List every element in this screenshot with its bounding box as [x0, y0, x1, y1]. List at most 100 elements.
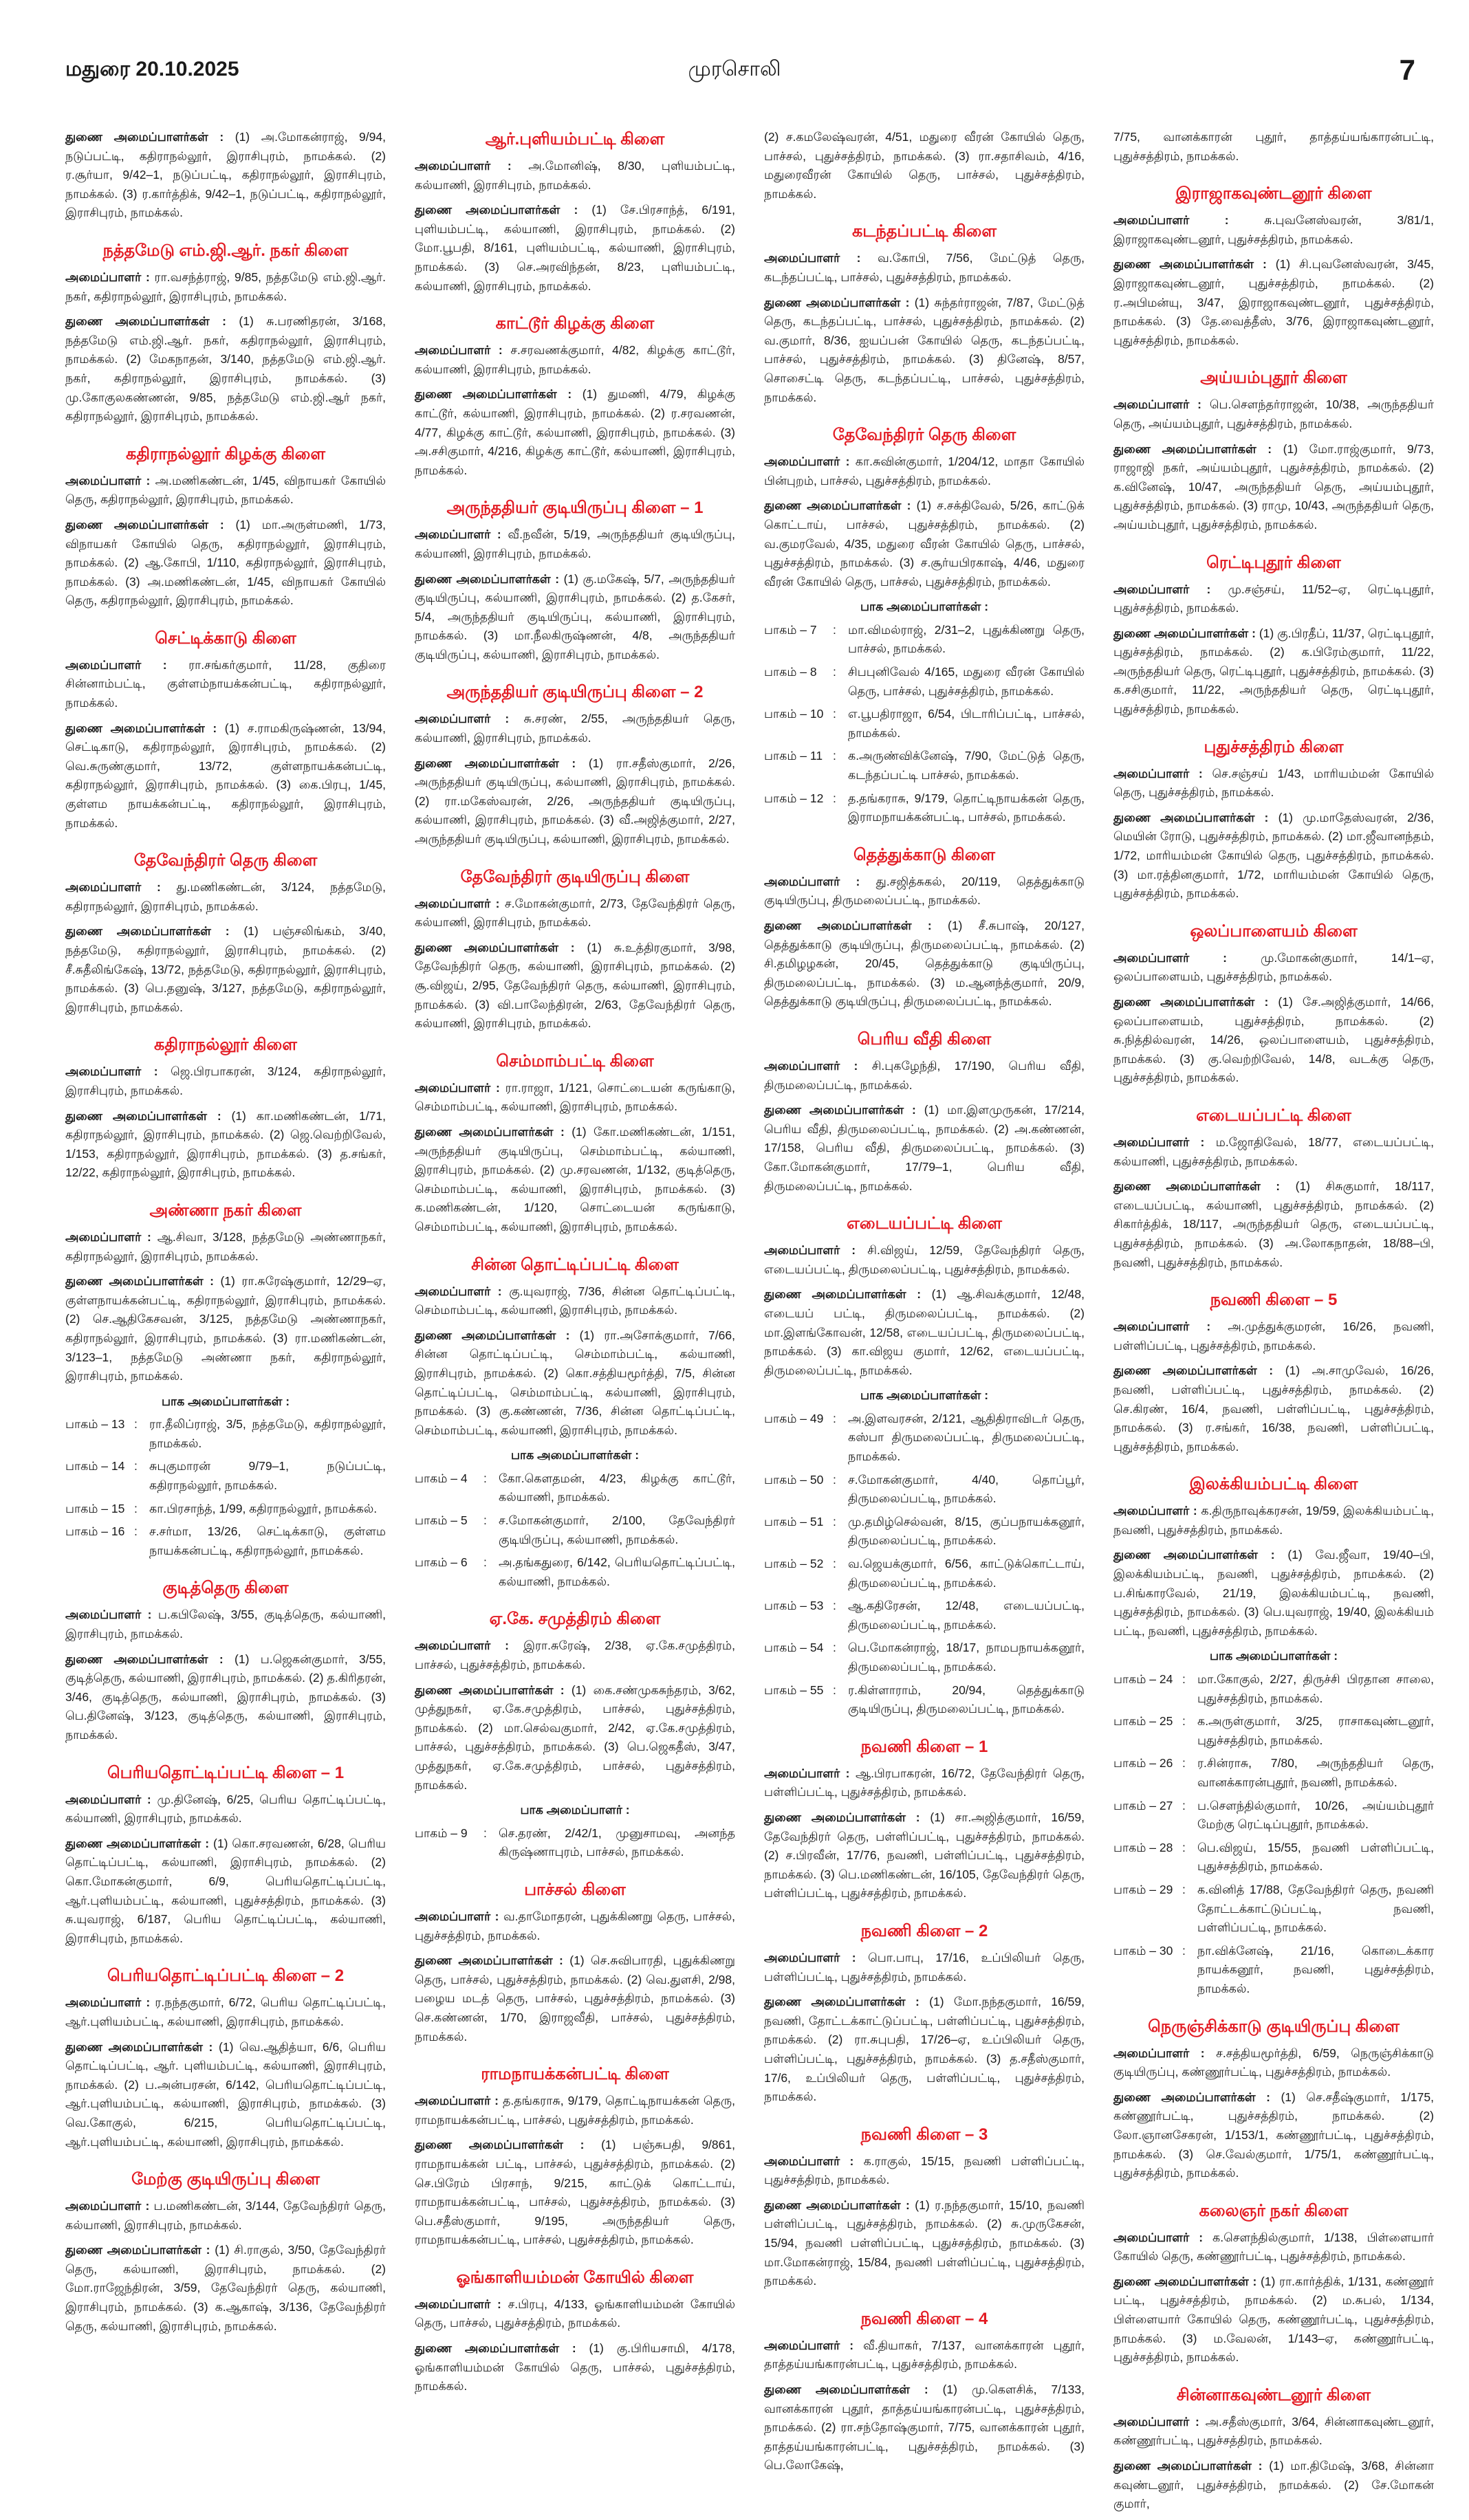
ward-number: பாகம் – 4	[415, 1471, 468, 1485]
ward-row: பாகம் – 13: ரா.தீலிப்ராஜ், 3/5, நத்தமேடு,…	[65, 1415, 386, 1453]
member-details: (1) சீ.சுபாஷ், 20/127, தெத்துக்காடு குடி…	[764, 919, 1085, 1009]
ward-number: பாகம் – 50	[764, 1472, 824, 1487]
member-entry: அமைப்பாளர் : ச.சத்தியமூர்த்தி, 6/59, நெர…	[1113, 2044, 1434, 2082]
role-label: துணை அமைப்பாளர்கள் :	[65, 1108, 221, 1123]
ward-organiser: ப.சௌந்தில்குமார், 10/26, அய்யம்புதூர் மே…	[1197, 1798, 1434, 1832]
ward-organiser: சுபுகுமாரன் 9/79–1, நடுப்பட்டி, கதிராநல்…	[149, 1459, 386, 1493]
branch-heading: எடையப்பட்டி கிளை	[1196, 1106, 1351, 1125]
role-label: அமைப்பாளர் :	[1113, 2230, 1204, 2244]
member-entry: அமைப்பாளர் : மு.சஞ்சய், 11/52–ஏ, ரெட்டிப…	[1113, 580, 1434, 618]
member-entry: துணை அமைப்பாளர்கள் : (1) மா.இளமுருகன், 1…	[764, 1101, 1085, 1196]
branch-heading: இலக்கியம்பட்டி கிளை	[1189, 1475, 1358, 1494]
member-entry: அமைப்பாளர் : கு.யுவராஜ், 7/36, சின்ன தொட…	[415, 1282, 735, 1320]
branch-heading: மேற்கு குடியிருப்பு கிளை	[131, 2170, 320, 2189]
separator: :	[833, 1411, 836, 1425]
member-entry: அமைப்பாளர் : ம.ஜோதிவேல், 18/77, எடையப்பட…	[1113, 1133, 1434, 1171]
role-label: துணை அமைப்பாளர்கள் :	[764, 1103, 916, 1117]
member-entry: அமைப்பாளர் : இரா.சுரேஷ், 2/38, ஏ.கே.சமுத…	[415, 1636, 735, 1674]
member-entry: துணை அமைப்பாளர்கள் : (1) மு.மாதேஸ்வரன், …	[1113, 809, 1434, 903]
branch-heading: அருந்ததியர் குடியிருப்பு கிளை – 1	[446, 498, 704, 518]
role-label: துணை அமைப்பாளர்கள் :	[764, 1810, 920, 1824]
role-label: துணை அமைப்பாளர்கள் :	[1113, 1363, 1274, 1378]
ward-organiser: நா.விக்னேஷ், 21/16, கொடைக்கார நாயக்கனூர்…	[1197, 1943, 1434, 1995]
member-details: சு.புவனேஸ்வரன், 3/81/1, இராஜாகவுண்டனூர்,…	[1113, 213, 1434, 246]
role-label: துணை அமைப்பாளர்கள் :	[1113, 1179, 1281, 1194]
member-details: க.திருநாவுக்கரசன், 19/59, இலக்கியம்பட்டி…	[1113, 1504, 1434, 1537]
member-details: க.ராகுல், 15/15, நவணி பள்ளிப்பட்டி, புது…	[764, 2154, 1085, 2187]
ward-number: பாகம் – 28	[1113, 1840, 1173, 1854]
role-label: துணை அமைப்பாளர்கள் :	[65, 314, 226, 329]
member-details: (1) சுந்தர்ராஜன், 7/87, மேட்டுத் தெரு, க…	[764, 295, 1085, 404]
role-label: துணை அமைப்பாளர்கள் :	[764, 498, 911, 513]
member-entry: துணை அமைப்பாளர்கள் : (1) துமணி, 4/79, கி…	[415, 385, 735, 480]
branch-heading: நவணி கிளை – 5	[1210, 1291, 1338, 1310]
member-entry: அமைப்பாளர் : வ.தாமோதரன், புதுக்கிணறு தெர…	[415, 1907, 735, 1945]
member-details: பொ.பாபு, 17/16, உப்பிலியர் தெரு, பள்ளிப்…	[764, 1950, 1085, 1984]
member-entry: துணை அமைப்பாளர்கள் : (1) ர.நந்தகுமார், 1…	[764, 2196, 1085, 2291]
ward-number: பாகம் – 51	[764, 1514, 824, 1529]
ward-organiser: கோ.கௌதமன், 4/23, கிழக்கு காட்டூர், கல்யா…	[499, 1471, 735, 1504]
member-details: மு.சஞ்சய், 11/52–ஏ, ரெட்டிபுதூர், புதுச்…	[1113, 582, 1434, 615]
ward-organisers-heading: பாக அமைப்பாளர்கள் :	[860, 1388, 989, 1403]
role-label: துணை அமைப்பாளர்கள் :	[65, 2243, 210, 2257]
role-label: அமைப்பாளர் :	[1113, 1319, 1211, 1334]
member-details: (1) ஆ.சிவக்குமார், 12/48, எடையப் பட்டி, …	[764, 1287, 1085, 1377]
separator: :	[1182, 1798, 1186, 1812]
ward-number: பாகம் – 25	[1113, 1714, 1173, 1729]
ward-row: பாகம் – 53: ஆ.கதிரேசன், 12/48, எடையப்பட்ட…	[764, 1597, 1085, 1634]
member-entry: துணை அமைப்பாளர்கள் : (1) கை.சண்முகசுந்தர…	[415, 1681, 735, 1795]
role-label: துணை அமைப்பாளர்கள் :	[1113, 626, 1256, 640]
ward-organiser: சிபபுனிவேல் 4/165, மதுரை வீரன் கோயில் தெ…	[848, 665, 1085, 698]
member-details: (1) மோ.நந்தகுமார், 16/59, நவணி, தோட்டக்க…	[764, 1995, 1085, 2104]
member-details: (1) மு.மாதேஸ்வரன், 2/36, மெயின் ரோடு, பு…	[1113, 810, 1434, 901]
ward-organiser: பெ.மோகன்ராஜ், 18/17, நாமபநாயக்கனூர், திர…	[848, 1641, 1085, 1674]
member-details: (1) கு.மகேஷ், 5/7, அருந்ததியர் குடியிருப…	[415, 571, 735, 661]
member-entry: அமைப்பாளர் : ரா.ராஜா, 1/121, சொட்டையன் க…	[415, 1079, 735, 1117]
separator: :	[134, 1417, 138, 1432]
member-entry: அமைப்பாளர் : செ.சஞ்சய் 1/43, மாரியம்மன் …	[1113, 765, 1434, 802]
member-details: பெ.சௌந்தர்ராஜன், 10/38, அருந்ததியர் தெரு…	[1113, 397, 1434, 430]
member-entry: அமைப்பாளர் : த.தங்கராசு, 9/179, தொட்டிநா…	[415, 2092, 735, 2129]
role-label: அமைப்பாளர் :	[1113, 2046, 1205, 2060]
ward-organiser: ச.சர்மா, 13/26, செட்டிக்காடு, குள்ளம நாய…	[149, 1524, 386, 1557]
role-label: துணை அமைப்பாளர்கள் :	[415, 2138, 585, 2152]
ward-row: பாகம் – 16: ச.சர்மா, 13/26, செட்டிக்காடு,…	[65, 1522, 386, 1560]
ward-number: பாகம் – 49	[764, 1411, 824, 1425]
member-details: (1) சி.புவனேஸ்வரன், 3/45, இராஜாகவுண்டனூர…	[1113, 257, 1434, 347]
separator: :	[833, 707, 836, 721]
member-entry: துணை அமைப்பாளர்கள் : (1) சிசுகுமார், 18/…	[1113, 1177, 1434, 1272]
role-label: அமைப்பாளர் :	[764, 1243, 856, 1258]
member-entry: துணை அமைப்பாளர்கள் : (1) பஞ்சலிங்கம், 3/…	[65, 922, 386, 1017]
ward-row: பாகம் – 26: ர.சின்ராசு, 7/80, அருந்ததியர்…	[1113, 1754, 1434, 1792]
member-details: ம.ஜோதிவேல், 18/77, எடையப்பட்டி, கல்யாணி,…	[1113, 1135, 1434, 1168]
member-details: (1) கை.சண்முகசுந்தரம், 3/62, முத்துநகர்,…	[415, 1683, 735, 1792]
ward-row: பாகம் – 10: எ.பூபதிராஜா, 6/54, பிடாரிப்பட…	[764, 705, 1085, 743]
separator: :	[134, 1524, 138, 1539]
role-label: அமைப்பாளர் :	[65, 270, 150, 284]
role-label: அமைப்பாளர் :	[1113, 2414, 1199, 2429]
member-entry: துணை அமைப்பாளர்கள் : (1) ரா.சுரேஷ்குமார்…	[65, 1272, 386, 1386]
edition-date: மதுரை 20.10.2025	[65, 58, 239, 80]
member-details: ஜெ.பிரபாகரன், 3/124, கதிராநல்லூர், இராசி…	[65, 1064, 386, 1097]
separator: :	[833, 1514, 836, 1529]
ward-row: பாகம் – 9: செ.தரண், 2/42/1, முனுசாமவு, அன…	[415, 1824, 735, 1862]
ward-row: பாகம் – 12: த.தங்கராசு, 9/179, தொட்டிநாயக…	[764, 789, 1085, 827]
member-entry: துணை அமைப்பாளர்கள் : (1) சே.அஜித்குமார்,…	[1113, 993, 1434, 1088]
branch-heading: நவணி கிளை – 1	[860, 1737, 988, 1756]
role-label: அமைப்பாளர் :	[1113, 1504, 1197, 1518]
role-label: அமைப்பாளர் :	[415, 1639, 509, 1653]
member-entry: துணை அமைப்பாளர்கள் : (1) சு.உத்திரகுமார்…	[415, 939, 735, 1033]
member-entry: துணை அமைப்பாளர்கள் : (1) கா.மணிகண்டன், 1…	[65, 1107, 386, 1183]
member-entry: துணை அமைப்பாளர்கள் : (1) ப.ஜெகன்குமார், …	[65, 1650, 386, 1745]
ward-row: பாகம் – 8: சிபபுனிவேல் 4/165, மதுரை வீரன்…	[764, 663, 1085, 701]
member-details: வ.கோபி, 7/56, மேட்டுத் தெரு, கடந்தப்பட்ட…	[764, 251, 1085, 284]
member-entry: அமைப்பாளர் : மு.மோகன்குமார், 14/1–ஏ, ஒலப…	[1113, 949, 1434, 987]
role-label: அமைப்பாளர் :	[415, 343, 503, 358]
member-details: (1) செ.சதீஷ்குமார், 1/175, கண்ணூர்பட்டி,…	[1113, 2090, 1434, 2180]
ward-number: பாகம் – 14	[65, 1459, 125, 1473]
separator: :	[1182, 1714, 1186, 1729]
separator: :	[1182, 1672, 1186, 1687]
member-entry: துணை அமைப்பாளர்கள் : (1) செ.சதீஷ்குமார்,…	[1113, 2088, 1434, 2183]
branch-heading: தேவேந்திரர் குடியிருப்பு கிளை	[460, 867, 690, 886]
role-label: துணை அமைப்பாளர்கள் :	[1113, 1548, 1275, 1562]
